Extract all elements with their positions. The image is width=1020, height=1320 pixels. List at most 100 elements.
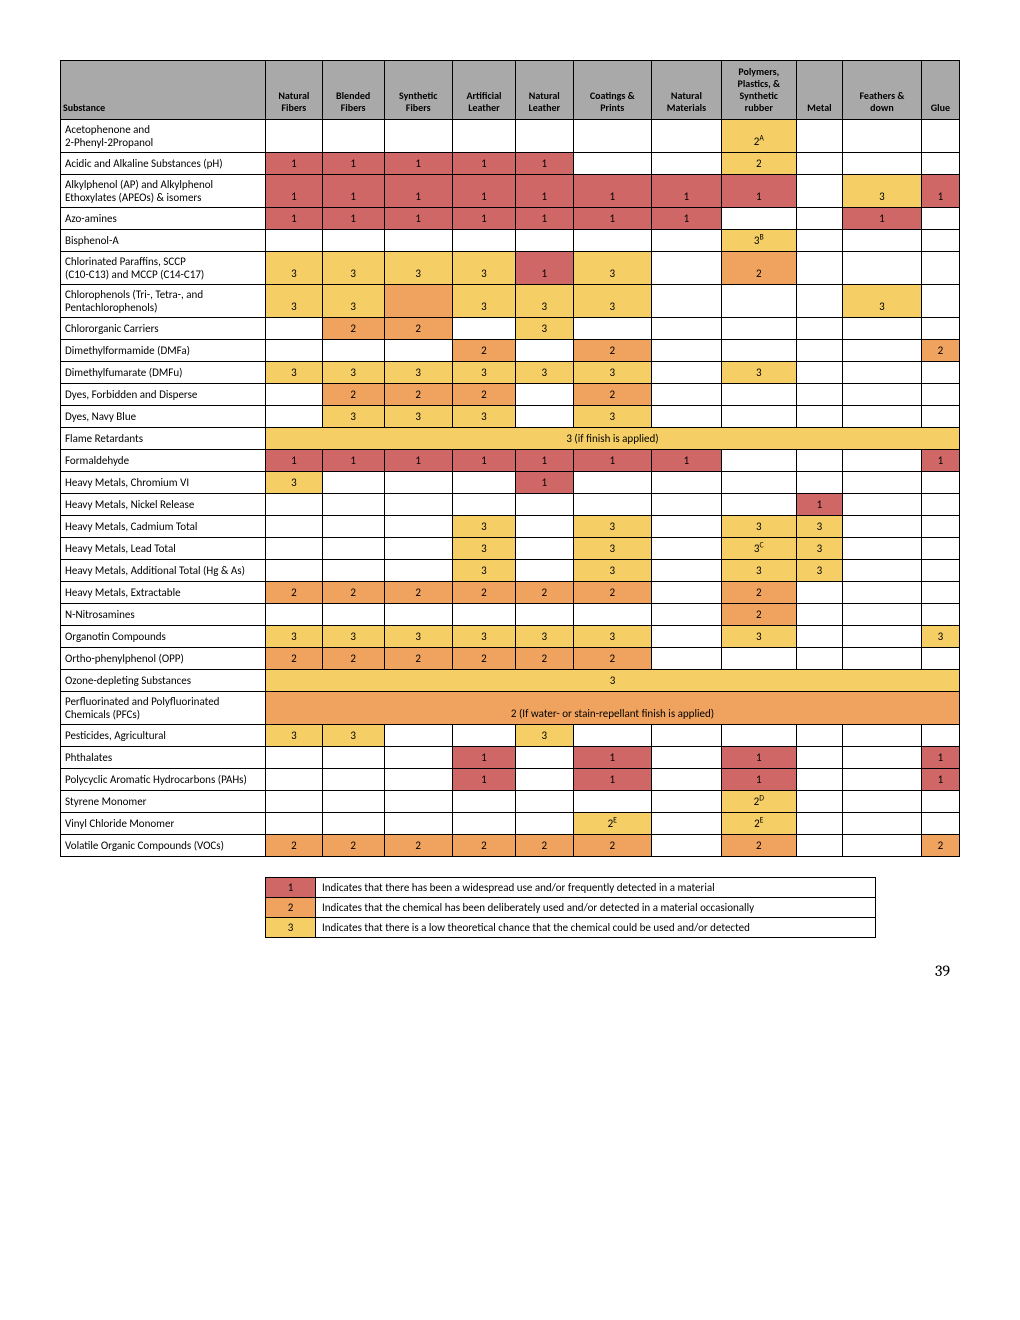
col-material: Metal: [796, 61, 842, 120]
col-material: NaturalFibers: [266, 61, 323, 120]
substance-material-table: SubstanceNaturalFibersBlendedFibersSynth…: [60, 60, 960, 857]
data-cell: 3: [516, 318, 574, 340]
data-cell: [721, 648, 796, 670]
substance-name: Volatile Organic Compounds (VOCs): [61, 835, 266, 857]
data-cell: 3: [843, 175, 922, 208]
data-cell: [452, 813, 515, 835]
data-cell: [921, 362, 959, 384]
data-cell: [721, 285, 796, 318]
data-cell: 2: [721, 604, 796, 626]
data-cell: 3: [322, 285, 384, 318]
data-cell: 3: [322, 362, 384, 384]
data-cell: 3: [452, 538, 515, 560]
data-cell: 1: [452, 153, 515, 175]
data-cell: 1: [266, 153, 323, 175]
data-cell: [384, 472, 452, 494]
data-cell: [266, 340, 323, 362]
data-cell: [843, 813, 922, 835]
data-cell: [573, 120, 651, 153]
data-cell: [921, 538, 959, 560]
substance-name: Ozone-depleting Substances: [61, 670, 266, 692]
data-cell: [921, 813, 959, 835]
data-cell: [266, 516, 323, 538]
data-cell: 3: [721, 626, 796, 648]
data-cell: [384, 769, 452, 791]
data-cell: 1: [573, 769, 651, 791]
substance-name: Heavy Metals, Extractable: [61, 582, 266, 604]
data-cell: [796, 769, 842, 791]
data-cell: [516, 406, 574, 428]
col-material: Polymers,Plastics, &Syntheticrubber: [721, 61, 796, 120]
data-cell: [843, 538, 922, 560]
col-material: BlendedFibers: [322, 61, 384, 120]
table-row: Polycyclic Aromatic Hydrocarbons (PAHs) 1…: [61, 769, 960, 791]
data-cell: 3: [322, 406, 384, 428]
data-cell: [516, 813, 574, 835]
data-cell: 3: [516, 626, 574, 648]
table-row: Pesticides, Agricultural333: [61, 725, 960, 747]
data-cell: 1: [384, 175, 452, 208]
data-cell: [384, 813, 452, 835]
table-row: Perfluorinated and Polyfluorinated Chemi…: [61, 692, 960, 725]
data-cell: [921, 153, 959, 175]
data-cell: [921, 516, 959, 538]
span-cell: 3 (if finish is applied): [266, 428, 960, 450]
data-cell: [843, 769, 922, 791]
data-cell: [796, 318, 842, 340]
data-cell: [843, 384, 922, 406]
data-cell: 3: [452, 560, 515, 582]
data-cell: [322, 472, 384, 494]
legend-table: 1Indicates that there has been a widespr…: [265, 877, 876, 938]
table-body: Acetophenone and2-Phenyl-2Propanol2AAcid…: [61, 120, 960, 857]
substance-name: Heavy Metals, Chromium VI: [61, 472, 266, 494]
data-cell: [651, 494, 721, 516]
substance-name: Vinyl Chloride Monomer: [61, 813, 266, 835]
data-cell: [266, 560, 323, 582]
data-cell: 2: [452, 835, 515, 857]
table-row: Volatile Organic Compounds (VOCs)2222222…: [61, 835, 960, 857]
data-cell: [266, 538, 323, 560]
table-row: Azo-amines11111111: [61, 208, 960, 230]
data-cell: 2: [921, 340, 959, 362]
data-cell: [796, 175, 842, 208]
substance-name: Chlororganic Carriers: [61, 318, 266, 340]
data-cell: 2D: [721, 791, 796, 813]
data-cell: 2: [573, 340, 651, 362]
substance-name: Polycyclic Aromatic Hydrocarbons (PAHs): [61, 769, 266, 791]
data-cell: 3: [573, 252, 651, 285]
table-row: Acetophenone and2-Phenyl-2Propanol2A: [61, 120, 960, 153]
data-cell: [384, 120, 452, 153]
data-cell: 1: [516, 208, 574, 230]
data-cell: 2: [573, 835, 651, 857]
data-cell: [921, 230, 959, 252]
data-cell: 1: [921, 769, 959, 791]
data-cell: 2: [322, 582, 384, 604]
substance-name: Phthalates: [61, 747, 266, 769]
data-cell: [651, 582, 721, 604]
data-cell: [452, 725, 515, 747]
table-row: N-Nitrosamines2: [61, 604, 960, 626]
data-cell: [384, 791, 452, 813]
page-number: 39: [60, 962, 960, 980]
data-cell: 1: [651, 450, 721, 472]
data-cell: [843, 362, 922, 384]
table-row: Dyes, Navy Blue3333: [61, 406, 960, 428]
data-cell: [384, 725, 452, 747]
table-row: Heavy Metals, Chromium VI31: [61, 472, 960, 494]
data-cell: 3: [266, 725, 323, 747]
substance-name: Bisphenol-A: [61, 230, 266, 252]
data-cell: [322, 340, 384, 362]
data-cell: [384, 538, 452, 560]
substance-name: Chlorophenols (Tri-, Tetra-, and Pentach…: [61, 285, 266, 318]
span-cell: 2 (If water- or stain-repellant finish i…: [266, 692, 960, 725]
data-cell: [796, 230, 842, 252]
data-cell: 1: [384, 153, 452, 175]
data-cell: 1: [452, 769, 515, 791]
table-row: Acidic and Alkaline Substances (pH)11111…: [61, 153, 960, 175]
data-cell: [266, 384, 323, 406]
data-cell: [843, 582, 922, 604]
data-cell: [796, 813, 842, 835]
data-cell: 2: [721, 252, 796, 285]
data-cell: [384, 747, 452, 769]
table-row: Dyes, Forbidden and Disperse2222: [61, 384, 960, 406]
